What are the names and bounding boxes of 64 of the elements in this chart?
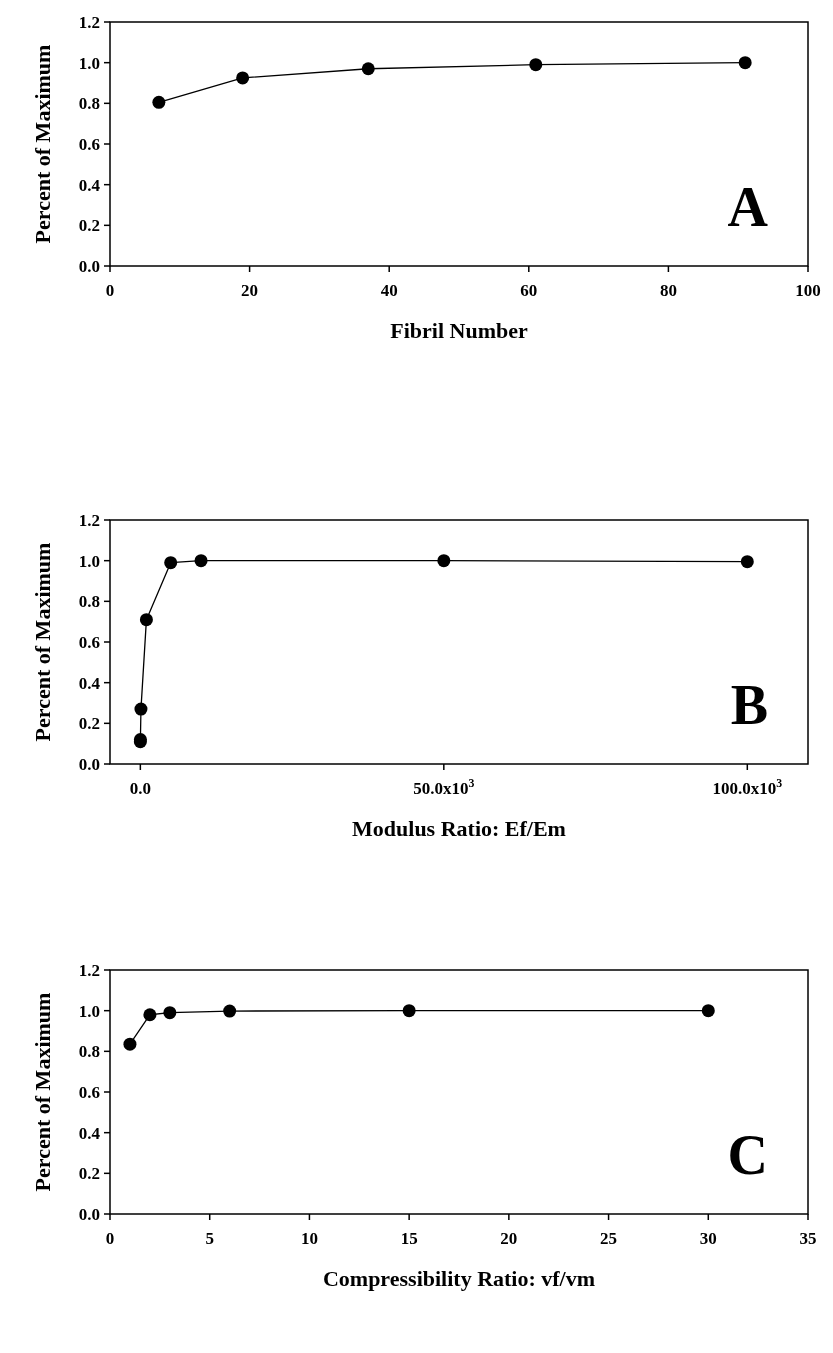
y-tick-label: 0.8 — [78, 1042, 100, 1062]
point — [134, 702, 148, 716]
x-tick-label: 30 — [699, 1229, 717, 1248]
y-tick-label: 0.6 — [78, 135, 100, 154]
y-tick-label: 0.0 — [78, 257, 100, 276]
point — [402, 1004, 416, 1018]
y-tick-label: 0.8 — [78, 592, 100, 612]
annotation: B — [730, 674, 768, 736]
point — [223, 1004, 237, 1018]
y-tick-label: 0.6 — [78, 1083, 100, 1102]
y-tick-label: 0.2 — [78, 1164, 100, 1184]
x-tick-label: 80 — [659, 281, 677, 300]
x-tick-label: 100 — [795, 281, 821, 300]
x-tick-label: 15 — [400, 1229, 418, 1248]
point — [236, 71, 250, 85]
point — [361, 62, 375, 76]
y-tick-label: 1.0 — [78, 551, 100, 571]
x-tick-label: 50.0x10$^{3}$ — [413, 776, 475, 798]
point — [740, 555, 754, 569]
x-tick-label: 0.0 — [129, 779, 151, 798]
point — [738, 56, 752, 70]
annotation: C — [727, 1124, 768, 1186]
x-tick-label: 5 — [205, 1229, 214, 1248]
y-tick-label: 0.8 — [78, 94, 100, 114]
y-tick-label: 0.4 — [78, 673, 101, 693]
point — [437, 554, 451, 568]
point — [164, 556, 178, 570]
y-tick-label: 0.6 — [78, 633, 100, 652]
point — [123, 1037, 137, 1051]
x-axis-title: Fibril Number — [390, 318, 528, 343]
point — [163, 1006, 177, 1020]
y-tick-label: 0.2 — [78, 216, 100, 236]
y-tick-label: 0.2 — [78, 714, 100, 734]
y-tick-label: 0.4 — [78, 1123, 101, 1143]
y-axis-title: Percent of Maximum — [30, 542, 55, 742]
y-tick-label: 1.2 — [78, 511, 100, 530]
y-tick-label: 1.2 — [78, 961, 100, 980]
point — [143, 1008, 157, 1022]
x-tick-label: 35 — [799, 1229, 817, 1248]
x-tick-label: 0 — [105, 281, 115, 300]
point — [701, 1004, 715, 1018]
y-tick-label: 1.0 — [78, 1001, 100, 1021]
x-tick-label: 10 — [300, 1229, 318, 1248]
point — [194, 554, 208, 568]
x-tick-label: 40 — [380, 281, 398, 300]
y-tick-label: 0.0 — [78, 755, 100, 774]
x-tick-label: 60 — [520, 281, 538, 300]
y-axis-title: Percent of Maximum — [30, 992, 55, 1192]
x-tick-label: 100.0x10$^{3}$ — [712, 776, 783, 798]
y-tick-label: 1.0 — [78, 53, 100, 73]
x-axis-title: Compressibility Ratio: vf/vm — [322, 1266, 596, 1291]
x-tick-label: 20 — [241, 281, 259, 300]
y-tick-label: 0.0 — [78, 1205, 100, 1224]
x-tick-label: 0 — [105, 1229, 115, 1248]
point — [152, 95, 166, 109]
x-tick-label: 25 — [600, 1229, 618, 1248]
x-axis-title: Modulus Ratio: Ef/Em — [352, 816, 566, 841]
annotation: A — [727, 176, 769, 238]
point — [529, 58, 543, 72]
y-tick-label: 1.2 — [78, 13, 100, 32]
point — [139, 613, 153, 627]
x-tick-label: 20 — [500, 1229, 518, 1248]
y-tick-label: 0.4 — [78, 175, 101, 195]
y-axis-title: Percent of Maximum — [30, 44, 55, 244]
